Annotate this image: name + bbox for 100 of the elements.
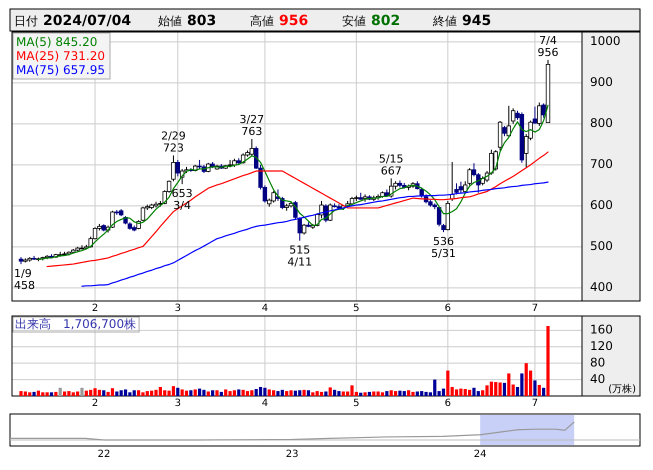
bar <box>254 389 258 396</box>
text: 803 <box>187 13 216 29</box>
y-axis-title: (万株) <box>608 383 636 395</box>
line-series <box>81 182 549 287</box>
bar <box>324 391 328 396</box>
annotation: 515 <box>289 244 310 257</box>
bar <box>320 392 324 396</box>
bar <box>224 389 228 396</box>
text: 終値 <box>432 14 457 28</box>
annotation: 956 <box>538 46 558 59</box>
bar <box>93 388 97 396</box>
bar <box>58 388 62 396</box>
x-tick-label: 24 <box>474 449 487 460</box>
annotation: 458 <box>14 279 35 292</box>
bar <box>454 389 458 396</box>
bar <box>390 390 393 396</box>
y-tick-label: 80 <box>590 355 606 370</box>
text: 始値 <box>158 14 182 28</box>
bar <box>372 391 376 396</box>
line-series <box>46 151 549 268</box>
bar <box>485 385 489 396</box>
x-tick-label: 23 <box>286 449 298 460</box>
y-tick-label: 700 <box>590 157 613 172</box>
bar <box>398 390 402 396</box>
text: 2024/07/04 <box>43 13 132 29</box>
y-tick-label: 600 <box>590 198 613 212</box>
annotation: 5/31 <box>431 247 456 260</box>
bar <box>176 388 180 396</box>
bar <box>67 391 71 396</box>
bar <box>402 391 406 396</box>
bar <box>36 390 40 396</box>
y-tick-label: 500 <box>590 239 613 254</box>
annotation: 536 <box>432 235 454 248</box>
y-tick-label: 400 <box>590 280 613 294</box>
candlestick <box>140 206 146 222</box>
text: 802 <box>371 13 400 29</box>
x-tick-label: 2 <box>92 398 98 409</box>
bar <box>302 390 306 396</box>
text: 高値 <box>250 14 274 28</box>
text: 安値 <box>342 14 366 28</box>
bar <box>102 390 106 396</box>
bar <box>494 382 498 396</box>
bar <box>172 386 176 396</box>
x-tick-label: 5 <box>353 303 360 314</box>
bar <box>433 380 436 396</box>
bar <box>368 392 372 396</box>
chart-title: 出来高 1,706,700株 <box>15 317 136 331</box>
bar <box>394 391 398 396</box>
x-tick-label: 6 <box>444 398 452 409</box>
bar <box>280 390 284 396</box>
annotation: 7/4 <box>539 34 557 47</box>
x-tick-label: 7 <box>532 303 538 314</box>
bar <box>80 388 84 396</box>
y-tick-label: 40 <box>590 372 606 386</box>
bar <box>263 388 266 396</box>
annotation: 5/15 <box>378 152 404 166</box>
bar <box>350 385 354 396</box>
bar <box>202 390 206 396</box>
bar <box>337 391 341 396</box>
bar <box>237 389 240 396</box>
annotation: 667 <box>380 164 402 178</box>
bar <box>41 392 44 396</box>
bar <box>28 392 32 396</box>
bar <box>98 390 101 396</box>
x-tick-label: 3 <box>174 398 181 409</box>
candlestick <box>537 102 542 126</box>
text: MA(25) 731.20 <box>16 49 105 63</box>
candlestick <box>176 159 180 177</box>
bar <box>184 390 188 396</box>
bar <box>332 390 336 396</box>
y-tick-label: 800 <box>590 116 613 130</box>
bar <box>268 389 271 396</box>
bar <box>198 388 202 396</box>
bar <box>538 384 541 396</box>
x-tick-label: 2 <box>92 303 98 314</box>
y-tick-label: 900 <box>590 75 613 90</box>
candlestick <box>454 182 459 195</box>
annotation: 653 <box>172 187 193 200</box>
bar <box>163 390 166 396</box>
bar <box>242 390 245 396</box>
annotation: 723 <box>162 141 184 154</box>
bar <box>110 388 114 396</box>
bar <box>154 390 158 396</box>
bar <box>524 363 528 396</box>
annotation: 4/11 <box>287 256 312 269</box>
candlestick <box>458 181 464 194</box>
bar <box>533 380 537 396</box>
x-tick-label: 7 <box>532 398 538 409</box>
candlestick <box>532 106 538 124</box>
bar <box>250 390 254 396</box>
bar <box>32 392 36 396</box>
text: MA(5) 845.20 <box>16 35 98 49</box>
bar <box>132 390 136 396</box>
annotation: 2/29 <box>161 129 186 142</box>
bar <box>472 388 476 396</box>
candlestick <box>502 125 507 137</box>
annotation: 3/27 <box>239 113 264 126</box>
bar <box>180 389 184 396</box>
text: 日付 <box>14 14 38 28</box>
x-tick-label: 3 <box>174 303 181 314</box>
